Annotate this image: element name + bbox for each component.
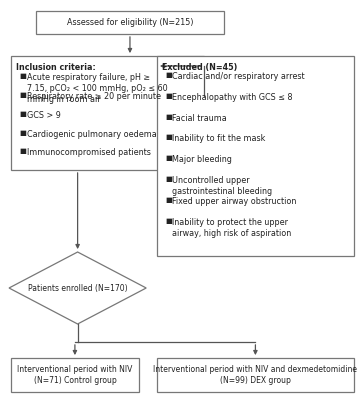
Text: ■: ■ [165,197,172,203]
Text: Cardiogenic pulmonary oedema: Cardiogenic pulmonary oedema [27,130,157,139]
Text: ■: ■ [165,134,172,140]
Text: Patients enrolled (N=170): Patients enrolled (N=170) [28,284,127,292]
Text: ■: ■ [20,73,27,79]
FancyBboxPatch shape [36,11,224,34]
Text: ■: ■ [165,114,172,120]
Text: Excluded (N=45): Excluded (N=45) [162,63,238,72]
Text: Inability to protect the upper
airway, high risk of aspiration: Inability to protect the upper airway, h… [172,218,291,238]
Text: Inclusion criteria:: Inclusion criteria: [16,63,96,72]
Text: Inability to fit the mask: Inability to fit the mask [172,134,266,144]
Text: Immunocompromised patients: Immunocompromised patients [27,148,151,158]
Text: Assessed for eligibility (N=215): Assessed for eligibility (N=215) [67,18,193,27]
Text: ■: ■ [165,218,172,224]
Text: Interventional period with NIV and dexmedetomidine
(N=99) DEX group: Interventional period with NIV and dexme… [153,365,357,386]
Text: ■: ■ [20,130,27,136]
Text: Uncontrolled upper
gastrointestinal bleeding: Uncontrolled upper gastrointestinal blee… [172,176,272,196]
Text: Acute respiratory failure, pH ≥
7.15, pCO₂ < 100 mmHg, pO₂ ≤ 60
mmHg in room air: Acute respiratory failure, pH ≥ 7.15, pC… [27,73,168,104]
Text: ■: ■ [20,148,27,154]
Text: Encephalopathy with GCS ≤ 8: Encephalopathy with GCS ≤ 8 [172,93,293,102]
Text: ■: ■ [165,155,172,161]
Text: Interventional period with NIV
(N=71) Control group: Interventional period with NIV (N=71) Co… [17,365,132,386]
Text: ■: ■ [165,72,172,78]
Text: Respiratory rate ≥ 20 per minute: Respiratory rate ≥ 20 per minute [27,92,161,101]
Text: Cardiac and/or respiratory arrest: Cardiac and/or respiratory arrest [172,72,305,81]
Text: ■: ■ [20,111,27,117]
Text: ■: ■ [20,92,27,98]
FancyBboxPatch shape [157,56,354,256]
FancyBboxPatch shape [11,358,139,392]
Polygon shape [9,252,146,324]
Text: Major bleeding: Major bleeding [172,155,232,164]
Text: GCS > 9: GCS > 9 [27,111,61,120]
Text: ■: ■ [165,93,172,99]
FancyBboxPatch shape [11,56,204,170]
FancyBboxPatch shape [157,358,354,392]
Text: ■: ■ [165,176,172,182]
Text: Facial trauma: Facial trauma [172,114,227,122]
Text: Fixed upper airway obstruction: Fixed upper airway obstruction [172,197,297,206]
